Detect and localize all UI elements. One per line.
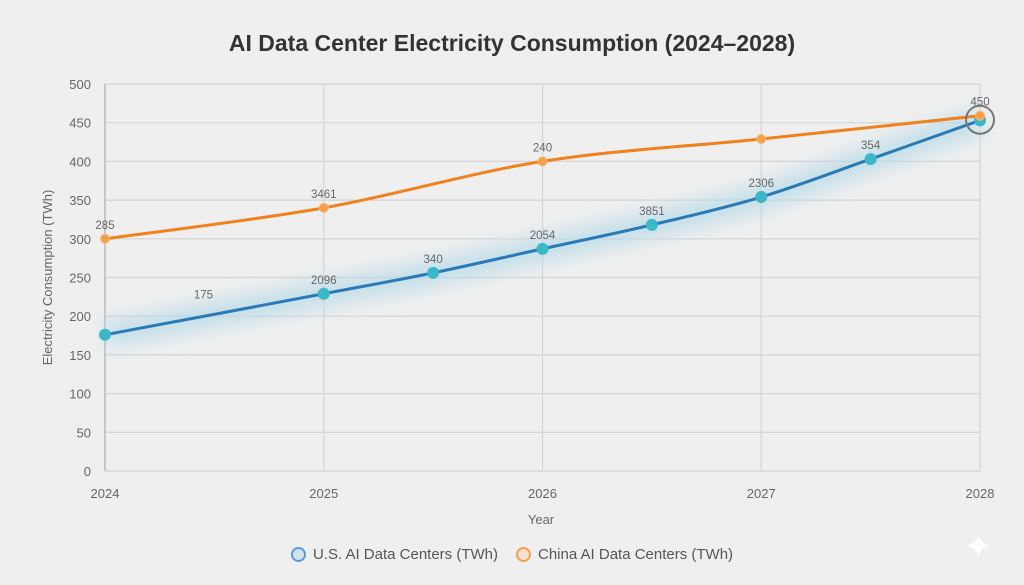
y-tick-label: 100	[69, 387, 91, 402]
data-point-china	[975, 110, 985, 121]
data-label: 3851	[639, 206, 665, 218]
legend-label-china: China AI Data Centers (TWh)	[537, 546, 734, 563]
data-label: 240	[533, 142, 552, 154]
data-point-china	[537, 156, 548, 167]
y-tick-label: 50	[77, 425, 91, 440]
data-label: 340	[424, 254, 443, 266]
data-label: 2096	[311, 275, 337, 287]
data-point-us	[99, 328, 111, 341]
y-tick-label: 300	[69, 232, 91, 247]
x-tick-label: 2024	[91, 486, 120, 501]
legend-item-us[interactable]: U.S. AI Data Centers (TWh)	[290, 546, 498, 563]
sparkle-icon: ✦	[964, 528, 993, 566]
y-tick-label: 350	[69, 193, 91, 208]
y-tick-label: 0	[84, 464, 91, 479]
data-point-china	[756, 133, 767, 144]
x-axis-title: Year	[528, 512, 555, 527]
data-point-us	[864, 153, 877, 166]
y-tick-label: 250	[69, 271, 91, 286]
legend-label-us: U.S. AI Data Centers (TWh)	[312, 546, 498, 563]
y-axis-title: Electricity Consumption (TWh)	[40, 190, 55, 366]
data-label: 3461	[311, 189, 337, 201]
data-point-us	[645, 218, 658, 231]
y-tick-label: 450	[69, 116, 91, 131]
data-point-china	[100, 233, 110, 244]
data-label: 354	[861, 140, 881, 152]
data-label: 285	[95, 220, 114, 232]
data-label: 2306	[748, 178, 774, 190]
x-tick-label: 2025	[309, 486, 338, 501]
data-point-us	[755, 191, 768, 204]
x-tick-label: 2027	[747, 486, 776, 501]
legend-swatch-us	[290, 547, 306, 562]
data-point-us	[317, 287, 330, 300]
data-point-china	[318, 202, 329, 213]
chart-title: AI Data Center Electricity Consumption (…	[228, 30, 796, 56]
y-tick-label: 150	[69, 348, 91, 363]
data-point-us	[536, 242, 549, 255]
y-tick-label: 200	[69, 309, 91, 324]
x-tick-label: 2028	[966, 486, 995, 501]
data-label: 2054	[530, 230, 556, 242]
x-tick-label: 2026	[528, 486, 557, 501]
data-point-us	[427, 266, 440, 279]
y-tick-label: 400	[69, 154, 91, 169]
data-label: 175	[194, 289, 213, 301]
legend: U.S. AI Data Centers (TWh) China AI Data…	[0, 546, 1024, 563]
y-tick-label: 500	[69, 77, 91, 92]
legend-item-china[interactable]: China AI Data Centers (TWh)	[515, 546, 734, 563]
highlight-ring	[965, 104, 995, 135]
legend-swatch-china	[515, 547, 531, 562]
